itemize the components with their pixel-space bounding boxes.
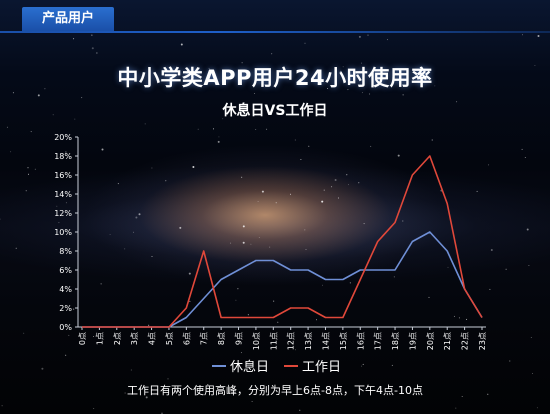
x-tick-label: 3点 [130,332,139,345]
y-tick-label: 6% [59,266,72,275]
x-tick-label: 15点 [339,332,348,350]
x-tick-label: 18点 [391,332,400,350]
x-tick-label: 4点 [148,332,157,345]
chart-legend: 休息日 工作日 [212,359,341,375]
x-tick-label: 2点 [113,332,122,345]
y-tick-label: 14% [54,190,72,199]
x-tick-label: 19点 [408,332,417,350]
tab-divider-line [0,31,550,33]
legend-label: 休息日 [230,359,269,375]
x-tick-label: 6点 [182,332,191,345]
series-line-workday [82,155,483,328]
x-tick-label: 20点 [426,332,435,350]
x-tick-label: 0点 [78,332,87,345]
x-tick-label: 11点 [269,332,278,350]
x-axis-ticks: 0点 1点 2点 3点 4点 5点 6点 7点 8点 9点 10点 11点 12点 13点 14点 15点 16… [78,327,487,350]
chart-axes [77,137,486,328]
x-tick-label: 21点 [443,332,452,350]
y-tick-label: 20% [54,133,72,142]
x-tick-label: 22点 [461,332,470,350]
x-tick-label: 16点 [356,332,365,350]
y-tick-label: 10% [54,228,72,237]
legend-label: 工作日 [302,360,341,375]
x-tick-label: 13点 [304,332,313,350]
y-tick-label: 18% [54,152,72,161]
y-tick-label: 16% [54,171,72,180]
x-tick-label: 17点 [374,332,383,350]
series-lines [82,155,483,328]
chart-title: 中小学类APP用户24小时使用率 [117,66,433,90]
x-tick-label: 7点 [200,332,209,345]
x-tick-label: 10点 [252,332,261,350]
x-tick-label: 5点 [165,332,174,345]
chart-subtitle: 休息日VS工作日 [222,103,328,119]
y-tick-label: 2% [59,304,72,313]
x-tick-label: 12点 [287,332,296,350]
chart-footnote: 工作日有两个使用高峰，分别为早上6点-8点，下午4点-10点 [127,384,423,397]
x-tick-label: 1点 [95,332,104,345]
x-tick-label: 8点 [217,332,226,345]
y-axis-ticks: 0% 2% 4% 6% 8% 10% 12% 14% 16% 18% 20% [54,133,78,332]
x-tick-label: 23点 [478,332,487,350]
section-tab[interactable]: 产品用户 [22,7,114,31]
y-tick-label: 8% [59,247,72,256]
y-tick-label: 12% [54,209,72,218]
y-tick-label: 0% [59,323,72,332]
y-tick-label: 4% [59,285,72,294]
x-tick-label: 14点 [321,332,330,350]
x-tick-label: 9点 [235,332,244,345]
